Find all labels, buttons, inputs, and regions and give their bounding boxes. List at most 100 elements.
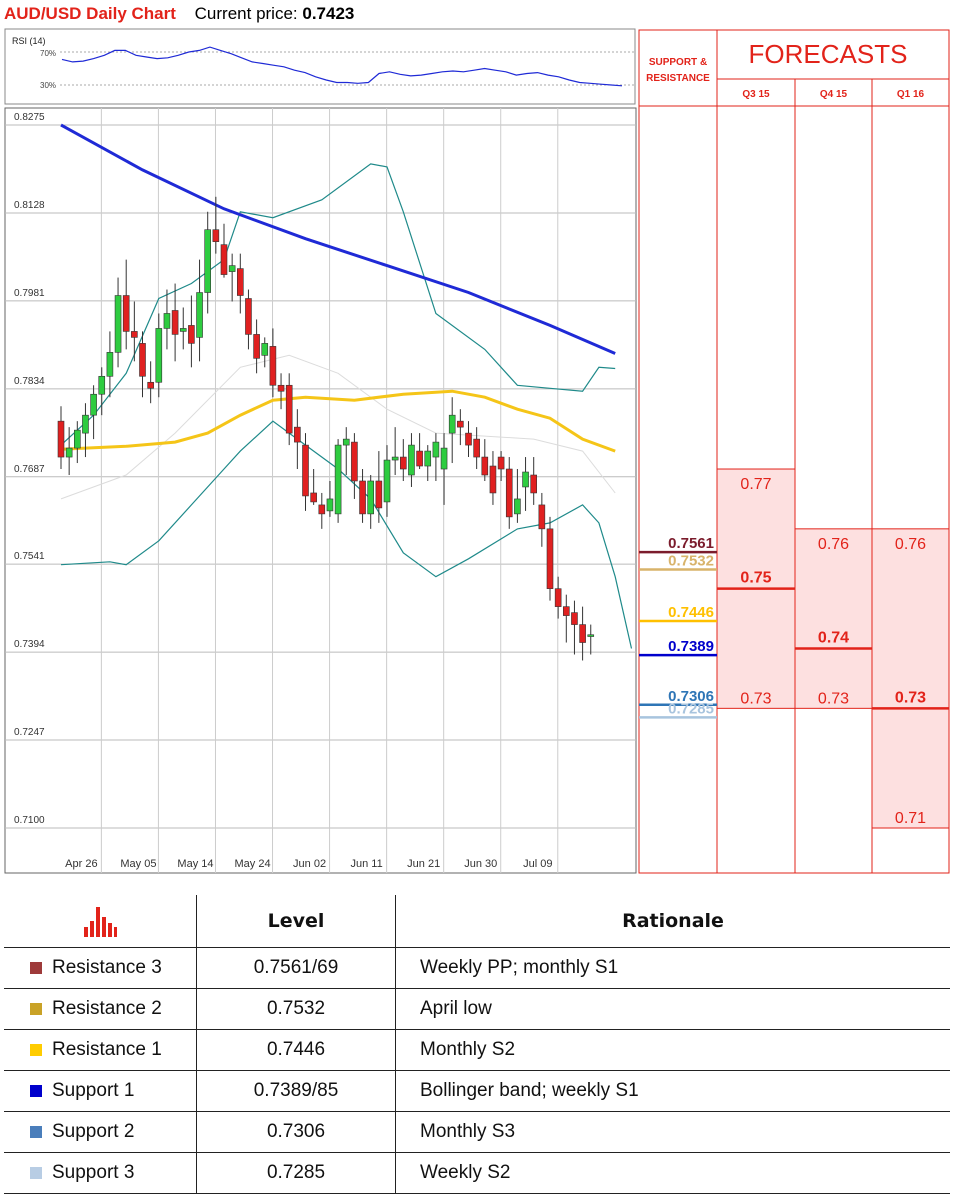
- candle-body: [188, 325, 195, 344]
- candle-body: [424, 450, 432, 467]
- rsi-line: [61, 46, 623, 87]
- forecast-high: 0.76: [895, 536, 926, 553]
- row-name: Support 3: [52, 1162, 135, 1183]
- row-level: 0.7285: [196, 1152, 396, 1194]
- candle-body: [538, 504, 546, 530]
- candle-body: [383, 459, 391, 503]
- sr-level-label: 0.7561: [668, 535, 714, 552]
- candle-body: [457, 420, 464, 428]
- candle-body: [318, 504, 326, 515]
- x-tick-label: May 14: [177, 858, 213, 870]
- forecast-column-header: Q1 16: [897, 89, 925, 100]
- x-tick-label: May 24: [234, 858, 270, 870]
- candle-body: [245, 298, 252, 335]
- candle-body: [530, 474, 538, 494]
- candle-body: [351, 441, 358, 482]
- levels-table: Level Rationale Resistance 3 0.7561/69 Wee…: [4, 895, 950, 1194]
- table-row: Support 2 0.7306 Monthly S3: [4, 1111, 950, 1153]
- candle-body: [432, 441, 440, 458]
- candle-body: [65, 447, 73, 458]
- table-header: Level Rationale: [4, 895, 950, 948]
- row-name-cell: Support 3: [4, 1152, 197, 1194]
- x-tick-label: Apr 26: [65, 858, 97, 870]
- candle-body: [391, 456, 399, 461]
- row-level: 0.7446: [196, 1029, 396, 1071]
- forecast-median: 0.74: [818, 630, 849, 647]
- row-level: 0.7389/85: [196, 1070, 396, 1112]
- chart-title: AUD/USD Daily Chart: [4, 4, 176, 23]
- x-axis-labels: Apr 26 May 05 May 14 May 24 Jun 02 Jun 11 Jun …: [65, 858, 552, 870]
- x-tick-label: Jun 30: [464, 858, 497, 870]
- current-price: Current price: 0.7423: [194, 4, 355, 23]
- candle-body: [212, 229, 220, 242]
- sr-level-label: 0.7532: [668, 553, 714, 570]
- candle-body: [514, 498, 521, 515]
- candle-body: [587, 634, 595, 637]
- bollinger-upper-line: [60, 163, 616, 446]
- candle-body: [204, 229, 211, 293]
- rsi-level-30: 30%: [40, 81, 56, 90]
- candle-body: [106, 352, 114, 377]
- color-swatch: [30, 1125, 42, 1138]
- y-axis-labels: 0.8275 0.8128 0.7981 0.7834 0.7687 0.7541 0.73…: [14, 112, 45, 826]
- table-row: Resistance 2 0.7532 April low: [4, 988, 950, 1030]
- forecasts-title: FORECASTS: [749, 39, 908, 69]
- grid: [5, 108, 636, 873]
- row-level: 0.7306: [196, 1111, 396, 1153]
- y-tick-label: 0.7394: [14, 639, 45, 650]
- x-tick-label: Jun 11: [351, 858, 383, 870]
- candle-body: [342, 438, 350, 446]
- price-plot-area: [4, 107, 637, 874]
- candle-body: [277, 384, 285, 392]
- color-swatch: [30, 1043, 42, 1056]
- candle-body: [440, 447, 448, 470]
- candle-body: [261, 343, 269, 356]
- chart-canvas: RSI (14) 70% 30% 0.8275 0.8128 0.7981 0.783…: [4, 28, 950, 874]
- forecast-high: 0.77: [740, 476, 771, 493]
- row-rationale: Weekly PP; monthly S1: [395, 947, 950, 989]
- table-row: Resistance 3 0.7561/69 Weekly PP; monthly …: [4, 947, 950, 989]
- color-swatch: [30, 1002, 42, 1015]
- y-tick-label: 0.8275: [14, 112, 45, 123]
- forecast-low: 0.73: [818, 690, 849, 707]
- sr-level-label: 0.7389: [668, 638, 714, 655]
- candle-body: [408, 444, 415, 476]
- candle-body: [497, 456, 505, 470]
- candle-body: [220, 244, 228, 275]
- bollinger-mid-line: [60, 354, 616, 500]
- row-name-cell: Resistance 3: [4, 947, 197, 989]
- y-tick-label: 0.7247: [14, 727, 45, 738]
- rsi-level-70: 70%: [40, 49, 56, 58]
- candle-body: [359, 480, 366, 515]
- forecast-panel: SUPPORT & RESISTANCE FORECASTS Q3 15 0.77 0.7…: [638, 29, 950, 874]
- row-level: 0.7532: [196, 988, 396, 1030]
- candle-body: [228, 265, 236, 272]
- ma-200-line: [60, 123, 616, 355]
- candle-body: [90, 393, 97, 416]
- row-name-cell: Support 1: [4, 1070, 197, 1112]
- candle-body: [473, 438, 480, 458]
- forecast-median: 0.75: [740, 570, 771, 587]
- candle-body: [122, 295, 130, 332]
- chart-header: AUD/USD Daily Chart Current price: 0.742…: [4, 4, 354, 24]
- candle-body: [505, 468, 513, 518]
- candle-body: [302, 444, 309, 497]
- forecast-high: 0.76: [818, 536, 849, 553]
- candle-body: [334, 444, 342, 515]
- color-swatch: [30, 1166, 42, 1179]
- row-name-cell: Support 2: [4, 1111, 197, 1153]
- rsi-label: RSI (14): [12, 36, 46, 46]
- level-column-header: Level: [196, 895, 396, 948]
- candle-body: [326, 498, 334, 512]
- candle-body: [196, 292, 203, 338]
- candle-body: [253, 334, 260, 359]
- candle-body: [179, 328, 187, 332]
- sr-header: SUPPORT &: [649, 57, 707, 68]
- candle-body: [465, 432, 472, 446]
- rationale-column-header: Rationale: [395, 895, 950, 948]
- y-tick-label: 0.7834: [14, 376, 45, 387]
- row-name: Support 2: [52, 1121, 135, 1142]
- candle-body: [522, 471, 529, 488]
- row-name: Support 1: [52, 1080, 135, 1101]
- candle-body: [399, 456, 407, 470]
